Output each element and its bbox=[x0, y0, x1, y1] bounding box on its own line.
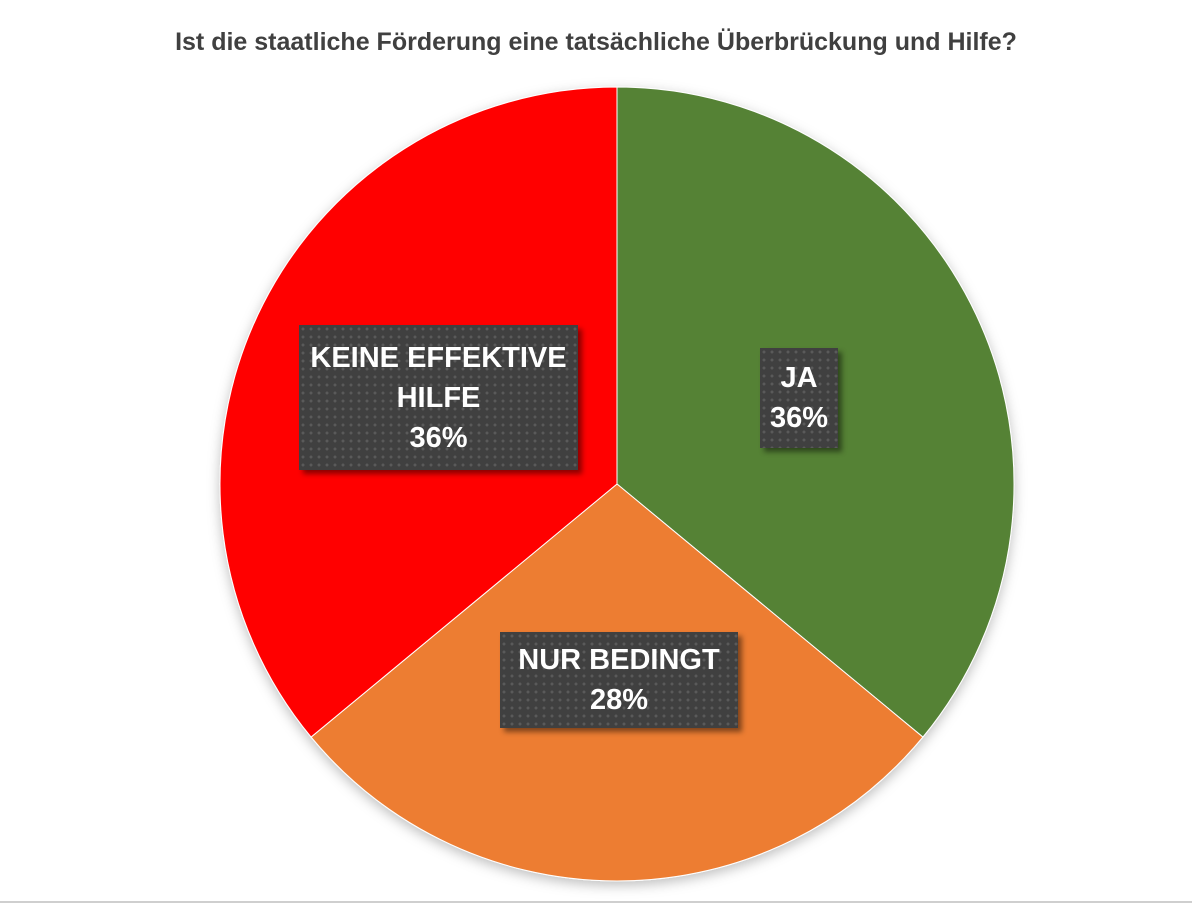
data-label-nur-bedingt: NUR BEDINGT 28% bbox=[500, 632, 738, 728]
slice-value: 36% bbox=[409, 421, 468, 454]
slice-value: 36% bbox=[769, 402, 829, 434]
slice-value: 28% bbox=[589, 684, 649, 716]
slice-label: NUR BEDINGT bbox=[518, 644, 720, 676]
data-label-keine-effektive-hilfe: KEINE EFFEKTIVE HILFE 36% bbox=[299, 325, 578, 470]
chart-title: Ist die staatliche Förderung eine tatsäc… bbox=[175, 28, 1017, 56]
bottom-border bbox=[0, 901, 1192, 903]
slice-label: JA bbox=[780, 362, 818, 394]
slice-label: KEINE EFFEKTIVE HILFE bbox=[310, 341, 567, 414]
data-label-ja: JA 36% bbox=[760, 348, 838, 448]
